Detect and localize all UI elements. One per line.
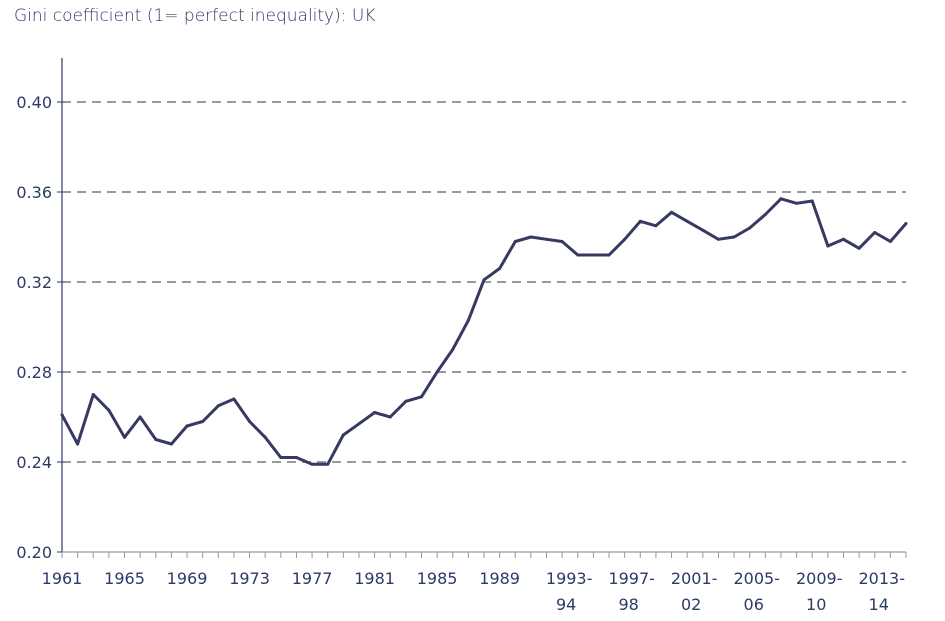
- data-point: [857, 246, 861, 250]
- data-point: [904, 222, 908, 225]
- x-tick-label: 94: [556, 595, 576, 614]
- data-point: [841, 237, 845, 241]
- x-tick-label: 2009-: [796, 569, 843, 588]
- data-point: [310, 462, 314, 466]
- data-point: [294, 456, 298, 459]
- x-tick-label: 98: [618, 595, 638, 614]
- data-point: [185, 424, 189, 428]
- data-point: [873, 231, 877, 234]
- data-point: [388, 415, 392, 419]
- data-point: [513, 240, 517, 243]
- x-tick-label: 1997-: [608, 569, 655, 588]
- y-tick-label: 0.40: [16, 93, 52, 112]
- y-tick-label: 0.24: [16, 453, 52, 472]
- data-point: [169, 442, 173, 446]
- data-point: [888, 240, 892, 243]
- chart-title: Gini coefficient (1= perfect inequality)…: [14, 6, 376, 26]
- x-tick-label: 1977: [292, 569, 333, 588]
- data-point: [685, 219, 689, 223]
- x-tick-label: 1973: [229, 569, 270, 588]
- data-point: [357, 422, 361, 426]
- data-point: [732, 235, 736, 239]
- data-point: [154, 438, 158, 441]
- data-point: [591, 253, 595, 257]
- x-tick-label: 1985: [417, 569, 458, 588]
- data-point: [404, 399, 408, 403]
- data-point: [263, 435, 267, 439]
- data-point: [60, 413, 64, 417]
- data-point: [279, 456, 283, 459]
- data-point: [545, 237, 549, 241]
- data-point: [576, 253, 580, 257]
- data-point: [435, 370, 439, 374]
- data-point: [560, 240, 564, 243]
- data-point: [201, 420, 205, 423]
- data-point: [248, 420, 252, 423]
- data-point: [341, 433, 345, 437]
- data-point: [373, 411, 377, 414]
- x-tick-label: 1961: [42, 569, 83, 588]
- x-tick-label: 2005-: [733, 569, 780, 588]
- data-point: [498, 267, 502, 270]
- x-tick-label: 06: [744, 595, 764, 614]
- data-point: [638, 219, 642, 223]
- data-point: [654, 224, 658, 228]
- data-point: [763, 213, 767, 216]
- data-point: [123, 435, 127, 439]
- data-point: [810, 199, 814, 203]
- data-point: [76, 442, 80, 446]
- data-point: [216, 404, 220, 408]
- data-point: [779, 197, 783, 201]
- data-point: [795, 201, 799, 205]
- data-point: [466, 318, 470, 322]
- y-tick-label: 0.28: [16, 363, 52, 382]
- data-point: [107, 408, 111, 412]
- series-line: [60, 197, 908, 466]
- data-point: [451, 348, 455, 351]
- data-point: [232, 397, 236, 401]
- y-tick-label: 0.20: [16, 543, 52, 562]
- x-tick-label: 1993-: [546, 569, 593, 588]
- data-point: [748, 226, 752, 230]
- data-point: [701, 228, 705, 232]
- data-point: [670, 210, 674, 214]
- data-point: [826, 244, 830, 248]
- data-point: [623, 237, 627, 241]
- data-point: [419, 395, 423, 399]
- data-point: [326, 462, 330, 466]
- data-point: [716, 237, 720, 241]
- data-point: [607, 253, 611, 257]
- x-tick-label: 02: [681, 595, 701, 614]
- data-point: [482, 278, 486, 282]
- x-tick-label: 10: [806, 595, 826, 614]
- x-tick-label: 1969: [167, 569, 208, 588]
- y-tick-label: 0.36: [16, 183, 52, 202]
- data-point: [138, 415, 142, 419]
- y-tick-label: 0.32: [16, 273, 52, 292]
- x-tick-label: 14: [869, 595, 889, 614]
- x-tick-label: 1981: [354, 569, 395, 588]
- x-tick-label: 2013-: [858, 569, 905, 588]
- x-tick-label: 1965: [104, 569, 145, 588]
- x-tick-label: 1989: [479, 569, 520, 588]
- data-point: [529, 235, 533, 239]
- x-tick-label: 2001-: [671, 569, 718, 588]
- data-point: [91, 393, 95, 396]
